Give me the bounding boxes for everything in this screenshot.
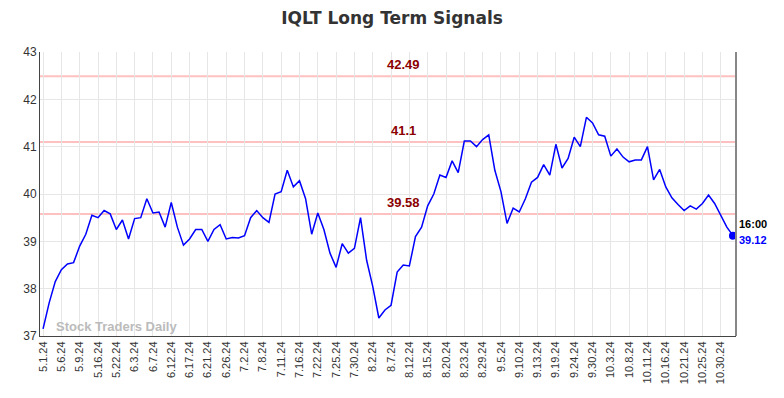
svg-text:10.21.24: 10.21.24: [678, 341, 690, 384]
svg-text:10.3.24: 10.3.24: [604, 341, 616, 378]
svg-text:6.7.24: 6.7.24: [147, 341, 159, 372]
svg-text:42.49: 42.49: [387, 57, 420, 72]
svg-text:41.1: 41.1: [391, 123, 416, 138]
svg-text:6.17.24: 6.17.24: [183, 341, 195, 378]
svg-text:8.23.24: 8.23.24: [458, 341, 470, 378]
svg-text:8.2.24: 8.2.24: [366, 341, 378, 372]
svg-text:10.8.24: 10.8.24: [623, 341, 635, 378]
svg-text:8.15.24: 8.15.24: [421, 341, 433, 378]
svg-text:9.5.24: 9.5.24: [495, 341, 507, 372]
svg-text:6.21.24: 6.21.24: [201, 341, 213, 378]
svg-text:9.30.24: 9.30.24: [586, 341, 598, 378]
svg-text:9.10.24: 9.10.24: [513, 341, 525, 378]
svg-text:Stock Traders Daily: Stock Traders Daily: [56, 319, 177, 334]
svg-text:6.26.24: 6.26.24: [220, 341, 232, 378]
svg-text:7.16.24: 7.16.24: [293, 341, 305, 378]
svg-text:6.12.24: 6.12.24: [165, 341, 177, 378]
svg-text:5.16.24: 5.16.24: [92, 341, 104, 378]
svg-text:9.19.24: 9.19.24: [549, 341, 561, 378]
svg-text:39: 39: [23, 235, 37, 249]
svg-text:8.7.24: 8.7.24: [385, 341, 397, 372]
svg-text:10.25.24: 10.25.24: [696, 341, 708, 384]
svg-text:39.58: 39.58: [387, 195, 420, 210]
svg-text:5.1.24: 5.1.24: [37, 341, 49, 372]
svg-text:9.13.24: 9.13.24: [531, 341, 543, 378]
svg-text:7.25.24: 7.25.24: [330, 341, 342, 378]
svg-text:37: 37: [23, 329, 37, 343]
svg-text:8.29.24: 8.29.24: [476, 341, 488, 378]
svg-text:7.11.24: 7.11.24: [275, 341, 287, 377]
svg-text:7.22.24: 7.22.24: [311, 341, 323, 378]
svg-text:IQLT Long Term Signals: IQLT Long Term Signals: [281, 8, 503, 28]
svg-text:38: 38: [23, 282, 37, 296]
svg-text:40: 40: [23, 187, 37, 201]
svg-text:10.30.24: 10.30.24: [714, 341, 726, 384]
svg-text:5.6.24: 5.6.24: [55, 341, 67, 372]
svg-text:10.16.24: 10.16.24: [659, 341, 671, 384]
svg-text:5.9.24: 5.9.24: [73, 341, 85, 372]
svg-text:8.20.24: 8.20.24: [440, 341, 452, 378]
svg-text:43: 43: [23, 45, 37, 59]
svg-text:7.8.24: 7.8.24: [256, 341, 268, 372]
svg-text:10.11.24: 10.11.24: [641, 341, 653, 383]
svg-text:8.12.24: 8.12.24: [403, 341, 415, 378]
svg-text:6.3.24: 6.3.24: [128, 341, 140, 372]
svg-text:39.12: 39.12: [739, 234, 767, 246]
svg-text:5.22.24: 5.22.24: [110, 341, 122, 378]
svg-text:7.2.24: 7.2.24: [238, 341, 250, 372]
svg-text:7.30.24: 7.30.24: [348, 341, 360, 378]
svg-text:41: 41: [23, 140, 37, 154]
svg-text:42: 42: [23, 93, 37, 107]
svg-text:16:00: 16:00: [739, 218, 767, 230]
svg-text:9.24.24: 9.24.24: [568, 341, 580, 378]
